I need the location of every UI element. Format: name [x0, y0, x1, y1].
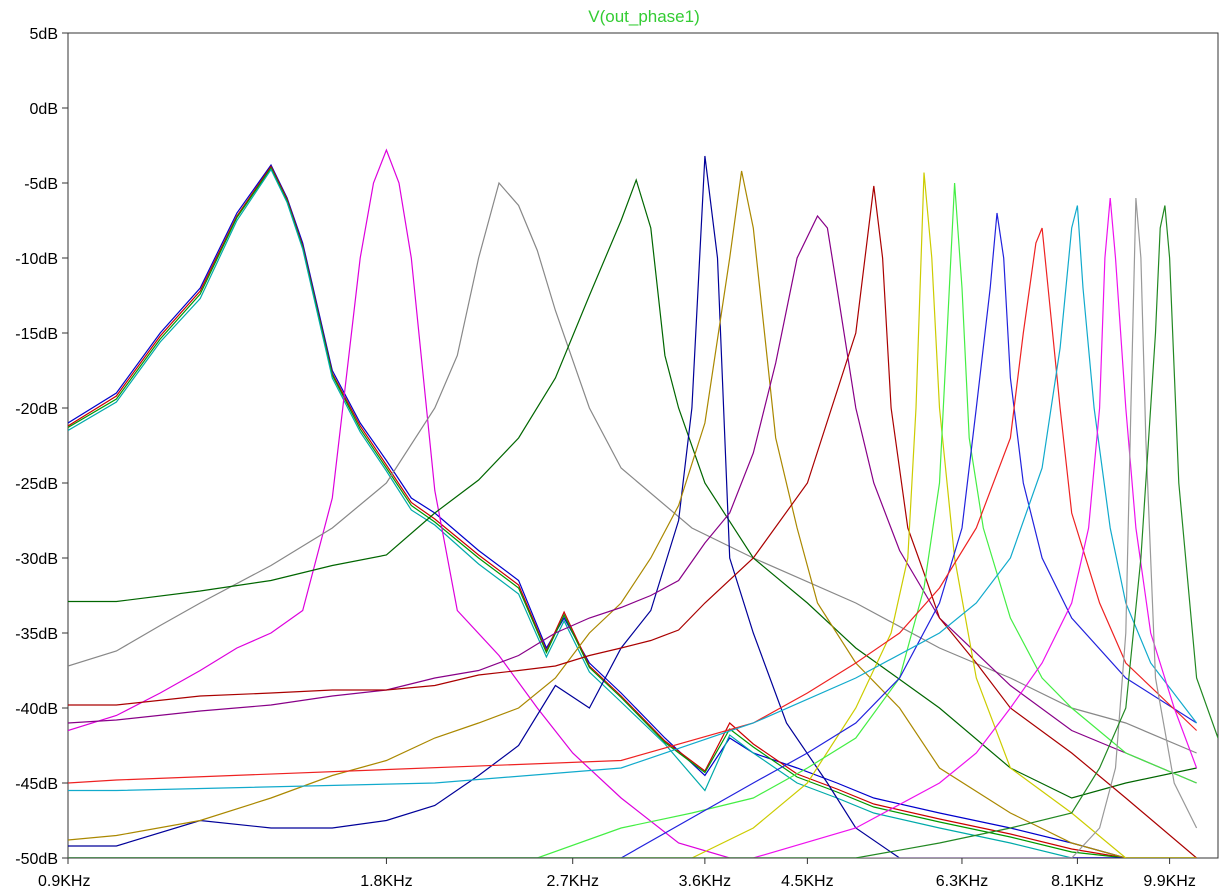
x-tick-label: 3.6KHz	[679, 873, 731, 890]
y-tick-label: -40dB	[15, 701, 58, 718]
series-line-8	[68, 155, 1197, 858]
series-line-7	[68, 178, 1197, 799]
y-tick-label: -45dB	[15, 776, 58, 793]
y-tick-label: 5dB	[30, 26, 58, 43]
series-line-13	[68, 182, 1197, 858]
x-tick-label: 9.9KHz	[1143, 873, 1195, 890]
y-tick-label: -30dB	[15, 551, 58, 568]
series-line-3	[68, 166, 1197, 858]
y-tick-label: 0dB	[30, 101, 58, 118]
series-line-2	[68, 165, 1197, 858]
x-tick-label: 2.7KHz	[546, 873, 598, 890]
series-line-10	[68, 214, 1197, 784]
series-line-15	[68, 227, 1198, 784]
series-line-9	[68, 170, 1197, 858]
y-tick-label: -15dB	[15, 326, 58, 343]
chart-title: V(out_phase1)	[588, 7, 700, 26]
y-tick-label: -10dB	[15, 251, 58, 268]
series-line-19	[68, 205, 1218, 858]
x-tick-label: 4.5KHz	[781, 873, 833, 890]
x-tick-label: 0.9KHz	[38, 873, 90, 890]
y-tick-label: -20dB	[15, 401, 58, 418]
series-line-14	[68, 212, 1197, 858]
x-tick-label: 8.1KHz	[1051, 873, 1103, 890]
series-line-16	[68, 205, 1198, 792]
series-line-1	[68, 163, 1197, 858]
y-tick-label: -35dB	[15, 626, 58, 643]
x-tick-label: 1.8KHz	[360, 873, 412, 890]
axis-layer: 5dB 0dB -5dB -10dB -15dB -20dB -25dB -30dB -35dB…	[15, 26, 1196, 890]
series-line-18	[68, 197, 1198, 858]
series-line-12	[68, 172, 1197, 858]
series-line-5	[68, 148, 1197, 858]
series-line-17	[68, 197, 1198, 858]
y-tick-label: -50dB	[15, 851, 58, 868]
series-line-11	[68, 185, 1197, 858]
y-tick-label: -5dB	[24, 176, 58, 193]
y-tick-label: -25dB	[15, 476, 58, 493]
series-layer	[68, 148, 1218, 858]
series-line-4	[68, 168, 1197, 858]
x-tick-label: 6.3KHz	[936, 873, 988, 890]
series-line-6	[68, 181, 1197, 754]
